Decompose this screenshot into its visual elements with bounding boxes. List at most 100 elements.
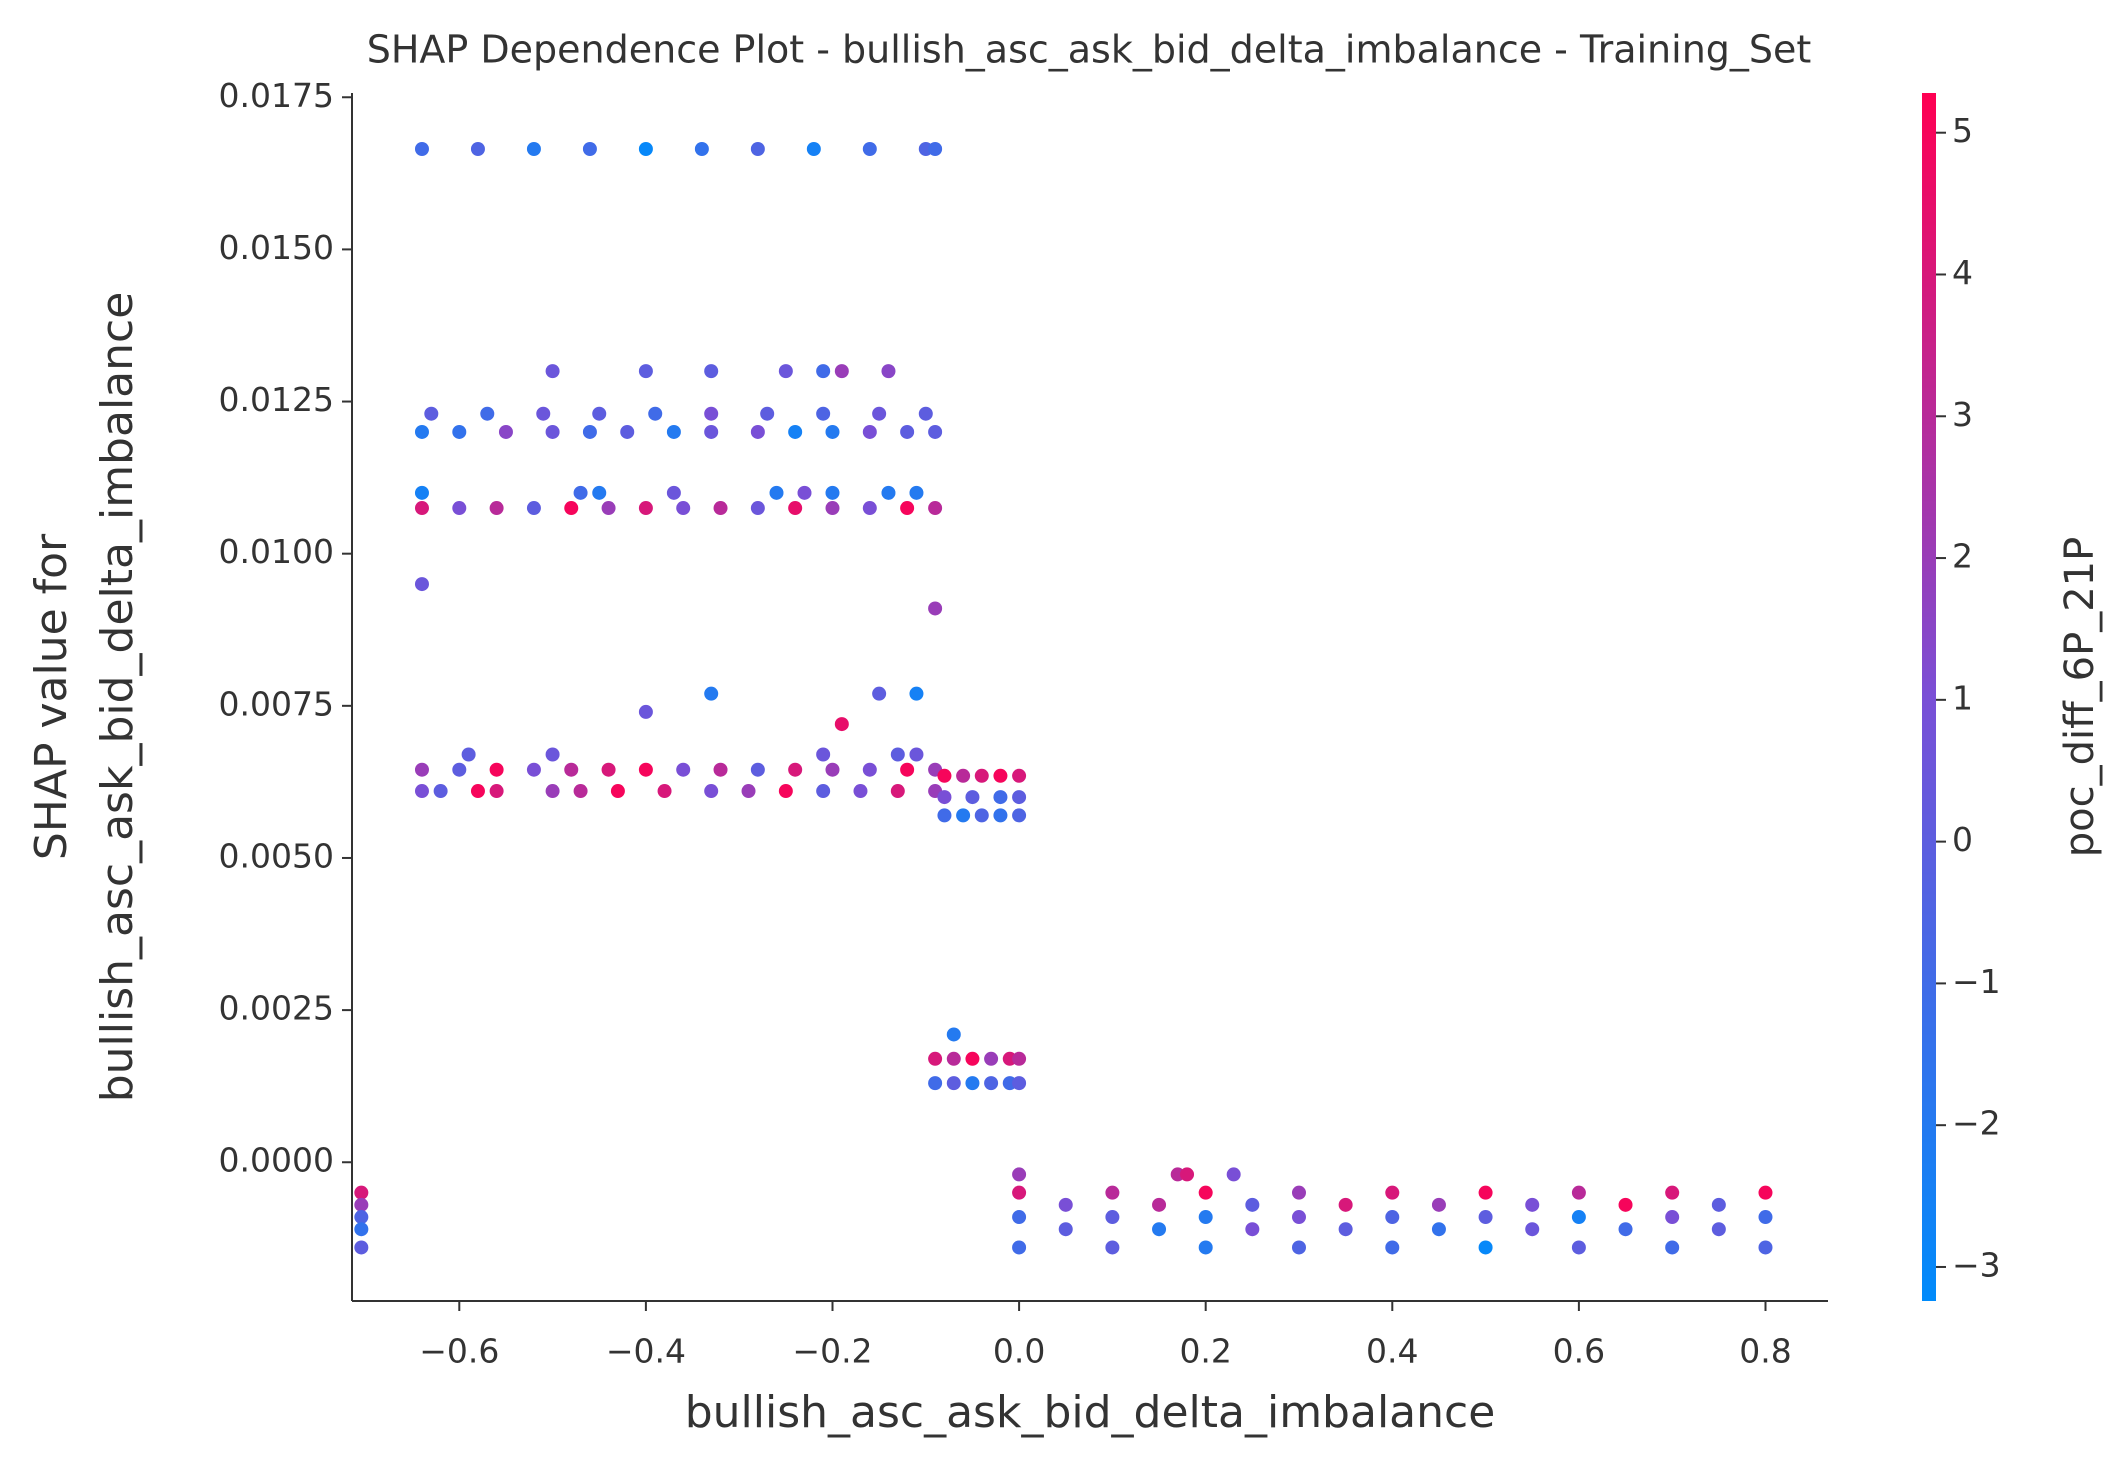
point — [610, 784, 625, 799]
point — [1012, 1051, 1027, 1066]
point — [1152, 1197, 1167, 1212]
point — [937, 768, 952, 783]
point — [984, 1076, 999, 1091]
point — [853, 784, 868, 799]
point — [909, 747, 924, 762]
point — [928, 1076, 943, 1091]
point — [1478, 1210, 1493, 1225]
point — [545, 747, 560, 762]
point — [834, 717, 849, 732]
points — [354, 141, 1773, 1255]
point — [638, 762, 653, 777]
point — [582, 424, 597, 439]
point — [825, 762, 840, 777]
y-tick-label: 0.0125 — [219, 380, 334, 419]
y-tick-label: 0.0100 — [219, 532, 334, 571]
colorbar-tick-label: 5 — [1952, 111, 1973, 150]
point — [1385, 1210, 1400, 1225]
point — [1058, 1197, 1073, 1212]
point — [564, 501, 579, 516]
point — [638, 704, 653, 719]
point — [918, 406, 933, 421]
point — [900, 501, 915, 516]
y-tick-label: 0.0025 — [219, 989, 334, 1028]
x-tick-label: 0.6 — [1553, 1332, 1605, 1371]
point — [704, 686, 719, 701]
x-axis-label: bullish_asc_ask_bid_delta_imbalance — [685, 1387, 1496, 1438]
point — [433, 784, 448, 799]
point — [414, 784, 429, 799]
point — [816, 747, 831, 762]
point — [666, 485, 681, 500]
point — [928, 601, 943, 616]
point — [1198, 1240, 1213, 1255]
point — [480, 406, 495, 421]
point — [1618, 1222, 1633, 1237]
x-tick-label: 0.2 — [1179, 1332, 1231, 1371]
point — [750, 762, 765, 777]
point — [545, 784, 560, 799]
point — [638, 364, 653, 379]
point — [638, 141, 653, 156]
point — [909, 485, 924, 500]
point — [778, 364, 793, 379]
point — [1012, 1240, 1027, 1255]
point — [1226, 1167, 1241, 1182]
point — [760, 406, 775, 421]
point — [424, 406, 439, 421]
colorbar-tick-label: −3 — [1952, 1245, 2001, 1284]
point — [1665, 1210, 1680, 1225]
point — [862, 501, 877, 516]
point — [1291, 1210, 1306, 1225]
point — [498, 424, 513, 439]
point — [470, 141, 485, 156]
point — [1665, 1185, 1680, 1200]
point — [704, 364, 719, 379]
point — [984, 1051, 999, 1066]
point — [526, 762, 541, 777]
point — [788, 424, 803, 439]
point — [414, 424, 429, 439]
colorbar-label: poc_diff_6P_21P — [2057, 537, 2103, 858]
point — [414, 485, 429, 500]
point — [564, 762, 579, 777]
colorbar-tick-label: 2 — [1952, 537, 1973, 576]
point — [592, 485, 607, 500]
point — [956, 768, 971, 783]
point — [704, 784, 719, 799]
point — [1198, 1185, 1213, 1200]
point — [1571, 1210, 1586, 1225]
point — [956, 808, 971, 823]
point — [1385, 1185, 1400, 1200]
point — [414, 141, 429, 156]
colorbar — [1922, 93, 1936, 1301]
point — [1291, 1185, 1306, 1200]
point — [1012, 790, 1027, 805]
point — [1105, 1240, 1120, 1255]
point — [993, 768, 1008, 783]
point — [1012, 1076, 1027, 1091]
point — [1245, 1222, 1260, 1237]
point — [1665, 1240, 1680, 1255]
colorbar-tick-label: 1 — [1952, 678, 1973, 717]
chart-title: SHAP Dependence Plot - bullish_asc_ask_b… — [367, 28, 1812, 72]
point — [592, 406, 607, 421]
point — [414, 501, 429, 516]
point — [1431, 1222, 1446, 1237]
point — [816, 364, 831, 379]
point — [872, 406, 887, 421]
point — [797, 485, 812, 500]
point — [974, 808, 989, 823]
point — [354, 1222, 369, 1237]
x-tick-label: −0.4 — [606, 1332, 686, 1371]
point — [1758, 1210, 1773, 1225]
point — [993, 808, 1008, 823]
x-tick-label: 0.4 — [1366, 1332, 1418, 1371]
point — [1012, 1210, 1027, 1225]
point — [965, 790, 980, 805]
point — [648, 406, 663, 421]
point — [825, 501, 840, 516]
point — [704, 424, 719, 439]
point — [806, 141, 821, 156]
